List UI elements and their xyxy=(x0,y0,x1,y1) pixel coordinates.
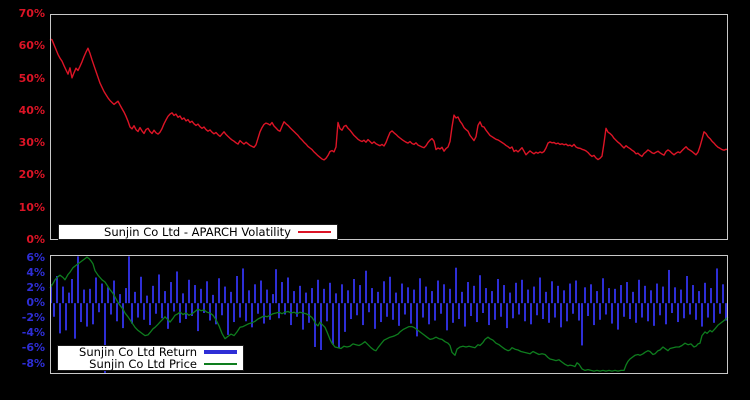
price-line xyxy=(49,256,729,372)
volatility-legend-row: Sunjin Co Ltd - APARCH Volatility xyxy=(59,225,337,239)
volatility-legend-label: Sunjin Co Ltd - APARCH Volatility xyxy=(104,225,291,239)
returns-panel-ytick-4: 4% xyxy=(26,265,45,279)
price-legend-row: Sunjin Co Ltd Price xyxy=(58,357,243,371)
returns-panel-ytick-6: 6% xyxy=(26,250,45,264)
returns-legend-row: Sunjin Co Ltd Return xyxy=(58,345,243,359)
volatility-panel-ytick-40: 40% xyxy=(18,103,45,117)
volatility-line xyxy=(49,38,729,161)
volatility-legend: Sunjin Co Ltd - APARCH Volatility xyxy=(58,224,338,240)
volatility-panel-ytick-0: 0% xyxy=(26,233,45,246)
price-legend-label: Sunjin Co Ltd Price xyxy=(89,357,197,371)
volatility-line-sample-icon xyxy=(298,231,331,233)
volatility-panel-frame xyxy=(50,14,728,240)
returns-panel-ytick--2: -2% xyxy=(21,311,45,325)
returns-panel-ytick-2: 2% xyxy=(26,281,45,295)
returns-panel-ytick--4: -4% xyxy=(21,326,45,340)
price-line-sample-icon xyxy=(204,363,237,365)
volatility-panel-ytick-30: 30% xyxy=(18,136,45,150)
returns-bars xyxy=(50,256,727,374)
returns-panel-ytick--8: -8% xyxy=(21,356,45,370)
returns-legend-label: Sunjin Co Ltd Return xyxy=(79,345,197,359)
returns-price-legend: Sunjin Co Ltd Return Sunjin Co Ltd Price xyxy=(57,345,244,371)
returns-line-sample-icon xyxy=(204,350,237,354)
volatility-panel-ytick-60: 60% xyxy=(18,39,45,53)
returns-panel-ytick-0: 0% xyxy=(26,296,45,310)
volatility-panel-ytick-70: 70% xyxy=(18,7,45,20)
returns-panel-ytick--6: -6% xyxy=(21,341,45,355)
volatility-panel-ytick-20: 20% xyxy=(18,168,45,182)
volatility-panel-ytick-10: 10% xyxy=(18,200,45,214)
returns-panel-frame xyxy=(50,255,728,374)
volatility-panel-ytick-50: 50% xyxy=(18,71,45,85)
